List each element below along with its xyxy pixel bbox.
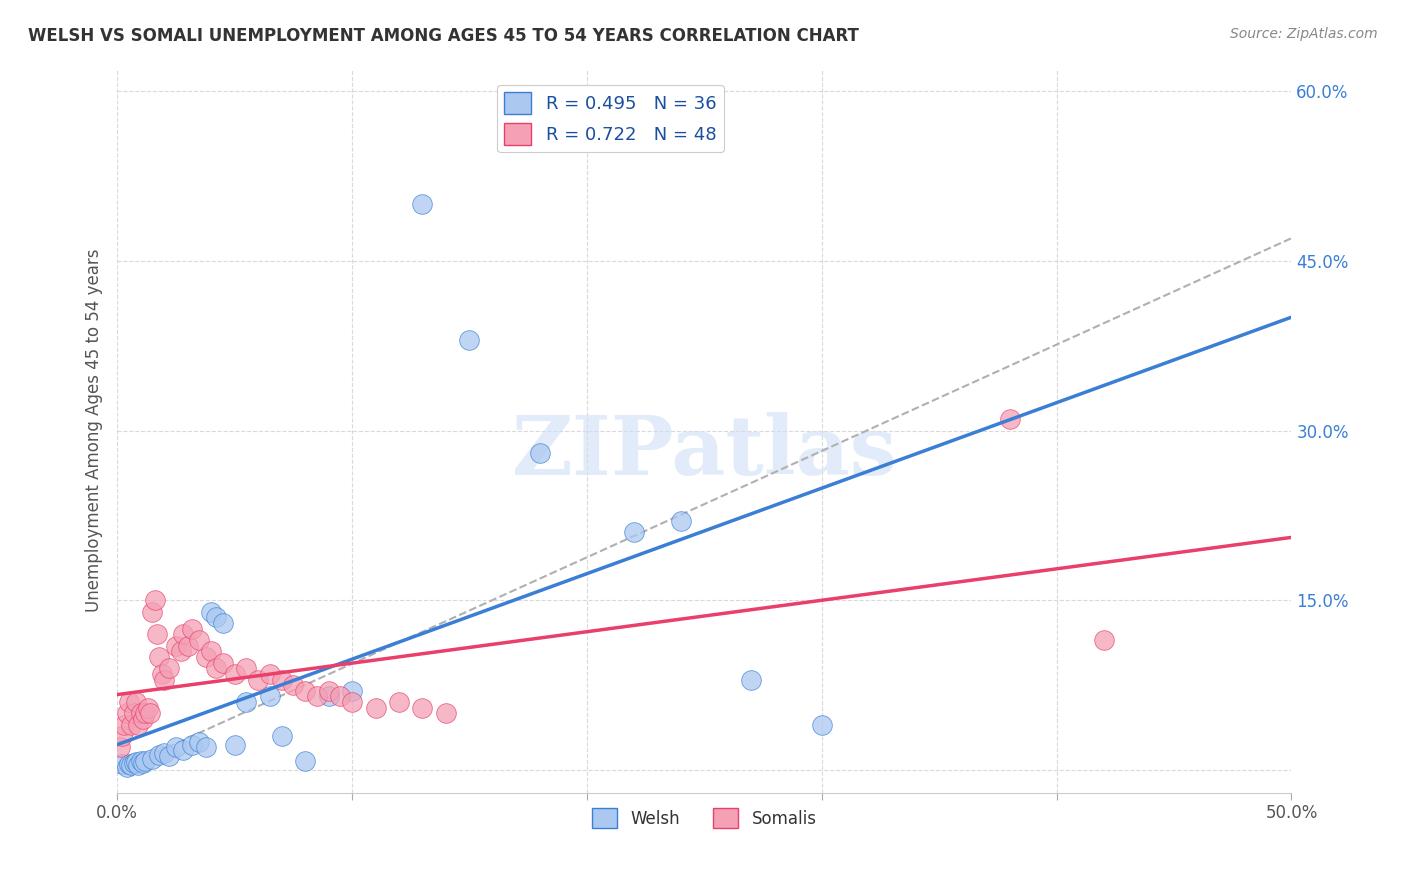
- Point: [623, 525, 645, 540]
- Point: [224, 738, 246, 752]
- Point: [157, 749, 180, 764]
- Point: [205, 610, 228, 624]
- Point: [129, 706, 152, 721]
- Point: [270, 729, 292, 743]
- Point: [388, 695, 411, 709]
- Point: [112, 718, 135, 732]
- Text: Source: ZipAtlas.com: Source: ZipAtlas.com: [1230, 27, 1378, 41]
- Point: [165, 639, 187, 653]
- Point: [669, 514, 692, 528]
- Point: [132, 712, 155, 726]
- Point: [136, 700, 159, 714]
- Point: [139, 706, 162, 721]
- Point: [172, 742, 194, 756]
- Point: [125, 755, 148, 769]
- Point: [165, 740, 187, 755]
- Point: [259, 690, 281, 704]
- Point: [125, 695, 148, 709]
- Point: [294, 754, 316, 768]
- Point: [111, 729, 134, 743]
- Point: [108, 740, 131, 755]
- Y-axis label: Unemployment Among Ages 45 to 54 years: Unemployment Among Ages 45 to 54 years: [86, 249, 103, 612]
- Point: [115, 759, 138, 773]
- Point: [118, 695, 141, 709]
- Point: [235, 695, 257, 709]
- Point: [235, 661, 257, 675]
- Point: [364, 700, 387, 714]
- Point: [283, 678, 305, 692]
- Point: [127, 718, 149, 732]
- Point: [181, 738, 204, 752]
- Point: [259, 666, 281, 681]
- Point: [188, 632, 211, 647]
- Point: [212, 615, 235, 630]
- Point: [458, 333, 481, 347]
- Point: [134, 754, 156, 768]
- Point: [740, 673, 762, 687]
- Legend: Welsh, Somalis: Welsh, Somalis: [585, 801, 824, 835]
- Point: [132, 756, 155, 771]
- Point: [205, 661, 228, 675]
- Point: [411, 700, 433, 714]
- Point: [224, 666, 246, 681]
- Point: [150, 666, 173, 681]
- Point: [148, 748, 170, 763]
- Point: [141, 752, 163, 766]
- Text: ZIPatlas: ZIPatlas: [512, 412, 897, 492]
- Point: [115, 706, 138, 721]
- Point: [340, 695, 363, 709]
- Point: [998, 412, 1021, 426]
- Point: [122, 706, 145, 721]
- Point: [120, 758, 142, 772]
- Point: [434, 706, 457, 721]
- Point: [195, 649, 218, 664]
- Point: [411, 197, 433, 211]
- Point: [111, 757, 134, 772]
- Point: [181, 622, 204, 636]
- Point: [247, 673, 270, 687]
- Point: [318, 690, 340, 704]
- Point: [169, 644, 191, 658]
- Point: [200, 644, 222, 658]
- Point: [153, 746, 176, 760]
- Point: [148, 649, 170, 664]
- Point: [200, 605, 222, 619]
- Point: [188, 735, 211, 749]
- Point: [141, 605, 163, 619]
- Point: [127, 758, 149, 772]
- Point: [810, 718, 832, 732]
- Point: [118, 757, 141, 772]
- Point: [329, 690, 352, 704]
- Point: [1092, 632, 1115, 647]
- Point: [122, 756, 145, 771]
- Point: [340, 683, 363, 698]
- Text: WELSH VS SOMALI UNEMPLOYMENT AMONG AGES 45 TO 54 YEARS CORRELATION CHART: WELSH VS SOMALI UNEMPLOYMENT AMONG AGES …: [28, 27, 859, 45]
- Point: [172, 627, 194, 641]
- Point: [120, 718, 142, 732]
- Point: [143, 593, 166, 607]
- Point: [529, 446, 551, 460]
- Point: [146, 627, 169, 641]
- Point: [212, 656, 235, 670]
- Point: [318, 683, 340, 698]
- Point: [270, 673, 292, 687]
- Point: [153, 673, 176, 687]
- Point: [134, 706, 156, 721]
- Point: [294, 683, 316, 698]
- Point: [195, 740, 218, 755]
- Point: [129, 754, 152, 768]
- Point: [176, 639, 198, 653]
- Point: [157, 661, 180, 675]
- Point: [305, 690, 328, 704]
